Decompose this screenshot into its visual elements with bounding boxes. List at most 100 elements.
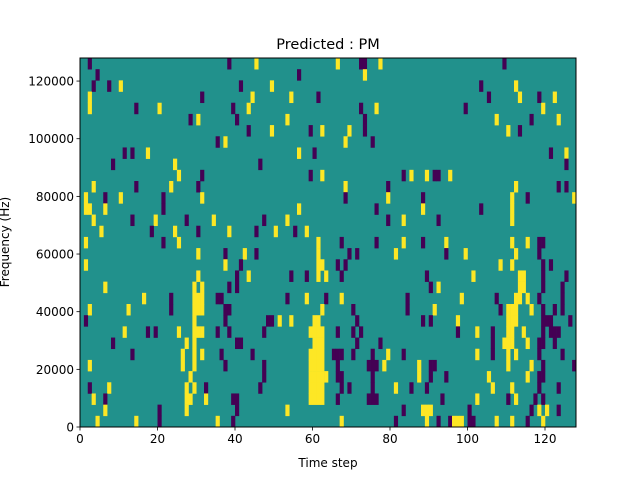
heatmap-cell xyxy=(103,393,108,405)
heatmap-cell xyxy=(370,136,375,148)
y-tick-label: 40000 xyxy=(36,305,74,319)
heatmap-cell xyxy=(169,304,174,316)
heatmap-cell xyxy=(246,270,251,282)
heatmap-cell xyxy=(95,415,100,428)
heatmap-cell xyxy=(312,359,317,372)
heatmap-cell xyxy=(192,315,197,327)
heatmap-cell xyxy=(293,225,298,238)
heatmap-cell xyxy=(339,371,344,383)
heatmap-cell xyxy=(517,292,523,305)
heatmap-cell xyxy=(374,359,379,372)
heatmap-cell xyxy=(541,315,546,327)
heatmap-cell xyxy=(436,169,441,182)
heatmap-cell xyxy=(87,359,92,372)
heatmap-cell xyxy=(486,371,492,383)
heatmap-cell xyxy=(250,348,255,361)
heatmap-cell xyxy=(196,292,201,305)
heatmap-cell xyxy=(200,91,205,104)
heatmap-cell xyxy=(335,371,340,383)
heatmap-cell xyxy=(87,203,92,215)
axes-frame xyxy=(79,57,577,428)
y-tick-label: 120000 xyxy=(28,75,74,89)
heatmap-cell xyxy=(424,169,430,182)
heatmap-cell xyxy=(320,382,325,394)
heatmap-cell xyxy=(227,326,232,338)
heatmap-cell xyxy=(316,315,321,327)
heatmap-cell xyxy=(204,393,209,405)
heatmap-cell xyxy=(316,337,321,350)
heatmap-cell xyxy=(393,415,399,428)
heatmap-cell xyxy=(316,393,321,405)
heatmap-cell xyxy=(401,404,406,417)
heatmap-cell xyxy=(215,326,220,338)
heatmap-cell xyxy=(200,348,205,361)
heatmap-cell xyxy=(130,147,135,159)
heatmap-cell xyxy=(362,125,368,137)
heatmap-cell xyxy=(145,326,151,338)
heatmap-cell xyxy=(324,292,329,305)
heatmap-cell xyxy=(506,315,511,327)
heatmap-cell xyxy=(184,382,189,394)
heatmap-cell xyxy=(316,348,321,361)
heatmap-cell xyxy=(529,404,534,417)
heatmap-cell xyxy=(235,270,240,282)
heatmap-cell xyxy=(111,337,116,350)
heatmap-cell xyxy=(262,359,267,372)
y-axis-label: Frequency (Hz) xyxy=(0,197,12,288)
heatmap-cell xyxy=(308,371,313,383)
heatmap-cell xyxy=(421,315,426,327)
heatmap-cell xyxy=(343,192,348,204)
heatmap-cell xyxy=(103,404,108,417)
heatmap-cell xyxy=(417,371,422,383)
heatmap-cell xyxy=(428,359,433,372)
y-tick-label: 80000 xyxy=(36,190,74,204)
plot-area xyxy=(79,57,577,428)
heatmap-cell xyxy=(269,125,275,137)
heatmap-cell xyxy=(312,348,317,361)
heatmap-cell xyxy=(374,203,379,215)
heatmap-cell xyxy=(316,91,321,104)
heatmap-cell xyxy=(370,393,375,405)
heatmap-cell xyxy=(122,147,127,159)
heatmap-cell xyxy=(262,214,267,227)
heatmap-cell xyxy=(331,348,337,361)
heatmap-cell xyxy=(355,248,360,260)
heatmap-cell xyxy=(192,382,197,394)
heatmap-cell xyxy=(541,371,546,383)
heatmap-cell xyxy=(428,404,433,417)
heatmap-cell xyxy=(525,192,530,204)
heatmap-cell xyxy=(320,125,325,137)
heatmap-cell xyxy=(192,359,197,372)
heatmap-cell xyxy=(103,192,108,204)
heatmap-cell xyxy=(312,147,317,159)
heatmap-cell xyxy=(95,69,100,81)
heatmap-cell xyxy=(370,371,375,383)
heatmap-cell xyxy=(122,326,127,338)
heatmap-cell xyxy=(506,326,511,338)
heatmap-cell xyxy=(335,359,340,372)
heatmap-cell xyxy=(343,259,348,271)
heatmap-cell xyxy=(107,80,112,92)
heatmap-cell xyxy=(223,136,228,148)
heatmap-cell xyxy=(556,181,561,193)
heatmap-cell xyxy=(525,337,530,350)
y-tick-label: 60000 xyxy=(36,248,74,262)
x-tick-label: 20 xyxy=(150,432,165,446)
heatmap-cell xyxy=(471,270,476,282)
heatmap-cell xyxy=(421,192,426,204)
heatmap-cell xyxy=(386,348,391,361)
heatmap-cell xyxy=(180,348,185,361)
heatmap-cell xyxy=(502,337,507,350)
heatmap-cell xyxy=(184,337,189,350)
heatmap-cell xyxy=(552,304,557,316)
heatmap-cell xyxy=(351,326,356,338)
heatmap-cell xyxy=(316,270,321,282)
heatmap-cell xyxy=(514,248,519,260)
heatmap-cell xyxy=(308,125,313,137)
heatmap-cell xyxy=(262,371,267,383)
heatmap-cell xyxy=(223,315,228,327)
heatmap-cell xyxy=(308,359,313,372)
heatmap-cell xyxy=(359,326,364,338)
heatmap-cell xyxy=(227,225,232,238)
heatmap-cell xyxy=(568,315,573,327)
